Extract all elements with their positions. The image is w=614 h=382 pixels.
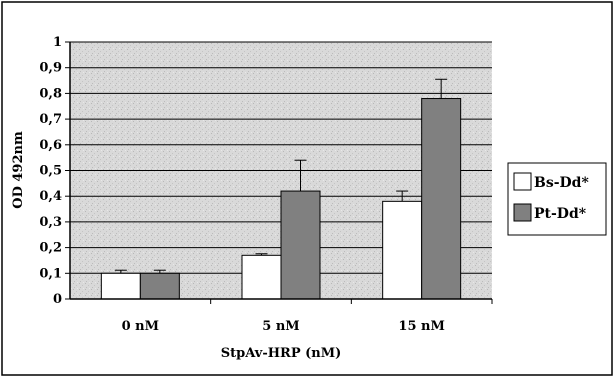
- legend-swatch: [513, 203, 532, 222]
- x-category-label: 15 nM: [398, 319, 444, 334]
- y-tick-label: 0,5: [39, 164, 62, 179]
- error-bars: [114, 78, 448, 274]
- y-tick-label: 1: [53, 35, 62, 50]
- y-tick-label: 0,6: [39, 138, 62, 153]
- y-tick-label: 0,7: [39, 112, 62, 127]
- bar-pt-dd--0: [139, 272, 180, 300]
- y-tick-label: 0,9: [39, 61, 62, 76]
- y-tick-label: 0,2: [39, 241, 62, 256]
- legend-label: Bs-Dd*: [534, 175, 589, 191]
- y-tick-labels: 0 0,1 0,2 0,3 0,4 0,5 0,6 0,7 0,8 0,9 1: [39, 35, 62, 307]
- y-axis-label: OD 492nm: [11, 131, 26, 209]
- legend-label: Pt-Dd*: [534, 206, 587, 222]
- y-tick-label: 0: [53, 292, 62, 307]
- x-category-labels: 0 nM 5 nM 15 nM: [122, 319, 445, 334]
- bar-bs-dd--2: [382, 200, 423, 300]
- legend: Bs-Dd* Pt-Dd*: [507, 162, 607, 236]
- x-axis-label: StpAv-HRP (nM): [221, 346, 342, 361]
- y-tick-label: 0,3: [39, 215, 62, 230]
- axes: [65, 41, 493, 304]
- bar-pt-dd--1: [280, 190, 321, 300]
- legend-swatch: [513, 172, 532, 191]
- y-tick-label: 0,4: [39, 189, 62, 204]
- y-tick-label: 0,8: [39, 86, 62, 101]
- y-tick-label: 0,1: [39, 266, 62, 281]
- bar-pt-dd--2: [421, 98, 462, 300]
- bar-bs-dd--1: [241, 254, 282, 300]
- x-category-label: 5 nM: [262, 319, 299, 334]
- x-category-label: 0 nM: [122, 319, 159, 334]
- bar-bs-dd--0: [100, 272, 141, 300]
